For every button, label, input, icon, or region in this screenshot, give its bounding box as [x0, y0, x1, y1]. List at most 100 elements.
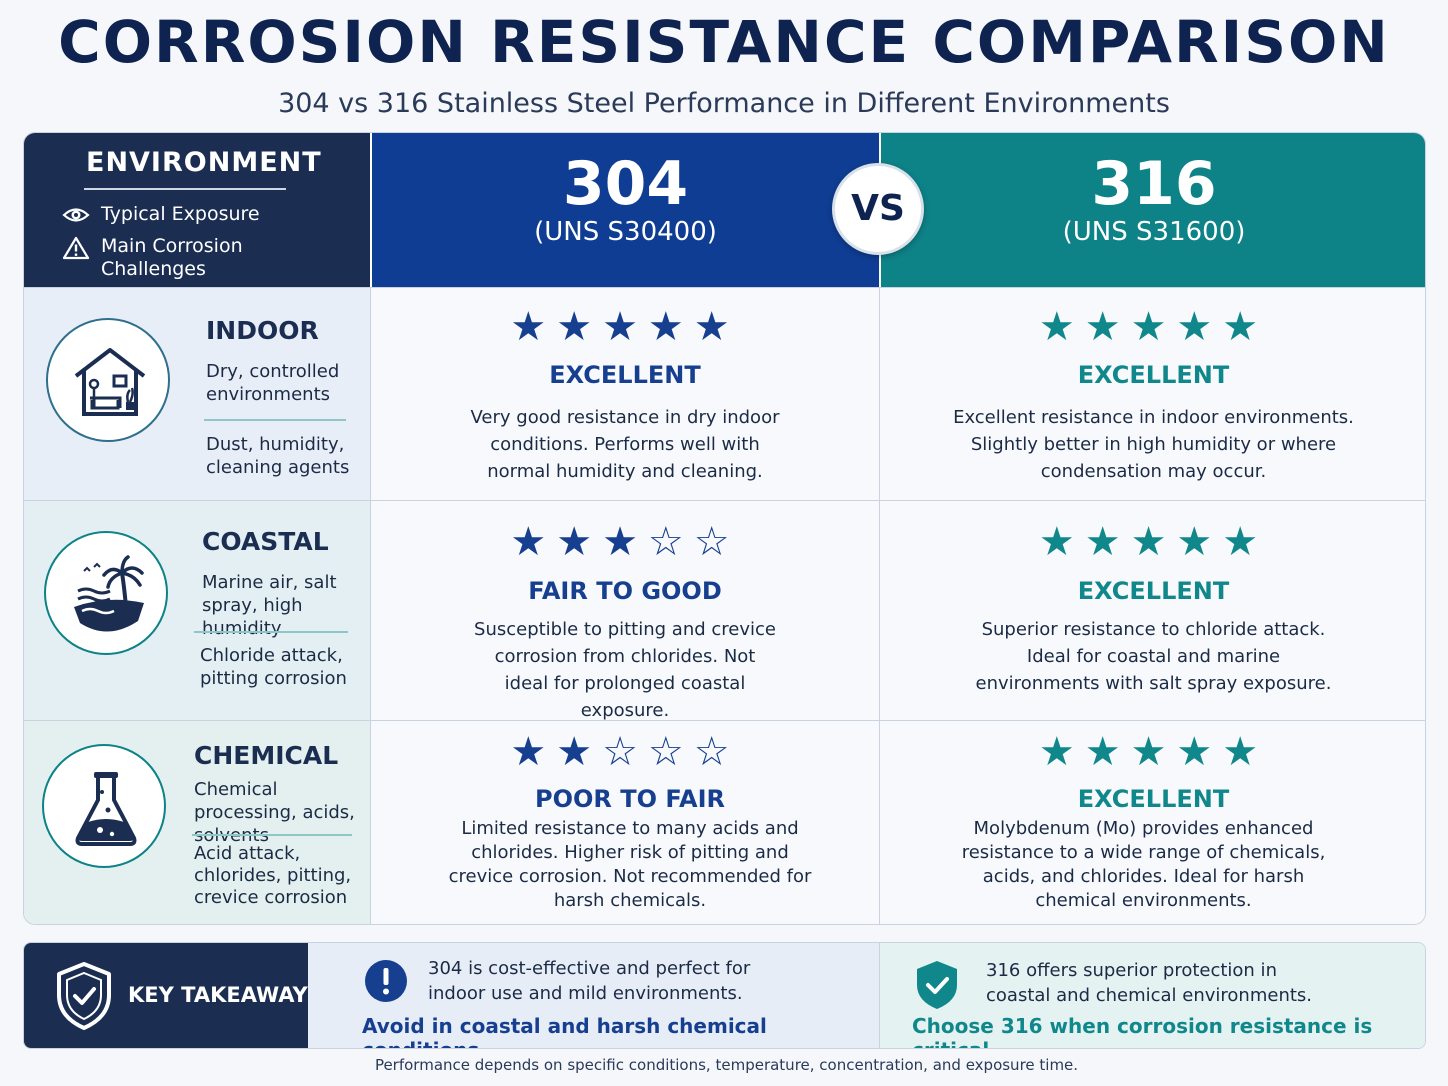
environment-title: ENVIRONMENT: [86, 147, 322, 178]
rating-description: Very good resistance in dry indoor condi…: [470, 407, 780, 482]
star-filled-icon: ★: [1130, 729, 1177, 775]
takeaway-label: KEY TAKEAWAY: [128, 983, 308, 1007]
env-name-indoor: INDOOR: [206, 316, 319, 345]
warning-icon: [62, 236, 90, 260]
star-filled-icon: ★: [510, 519, 557, 565]
star-filled-icon: ★: [1038, 304, 1085, 350]
info-exclamation-icon: [364, 959, 408, 1003]
cell-316-coastal: ★★★★★ EXCELLENT Superior resistance to c…: [879, 501, 1425, 720]
rating-description: Molybdenum (Mo) provides enhanced resist…: [961, 818, 1326, 911]
star-filled-icon: ★: [556, 519, 603, 565]
star-filled-icon: ★: [1130, 304, 1177, 350]
rating-stars: ★★☆☆☆: [371, 729, 879, 775]
rating-label: EXCELLENT: [1077, 577, 1230, 605]
env-exposure-indoor: Dry, controlled environments: [206, 361, 340, 405]
shield-check-icon: [54, 961, 114, 1031]
star-empty-icon: ☆: [647, 729, 694, 775]
star-filled-icon: ★: [1038, 519, 1085, 565]
rating-label: POOR TO FAIR: [535, 785, 725, 813]
star-filled-icon: ★: [1222, 519, 1269, 565]
takeaway-316-text: 316 offers superior protection in coasta…: [986, 960, 1313, 1006]
rating-stars: ★★★☆☆: [371, 519, 879, 565]
star-filled-icon: ★: [1222, 304, 1269, 350]
env-challenges-indoor: Dust, humidity, cleaning agents: [206, 434, 350, 478]
rating-label: EXCELLENT: [549, 361, 701, 389]
grade-304-header: 304 (UNS S30400): [370, 133, 879, 287]
env-name-coastal: COASTAL: [202, 527, 329, 556]
env-name-chemical: CHEMICAL: [194, 741, 339, 770]
rating-label: EXCELLENT: [1077, 361, 1230, 389]
star-filled-icon: ★: [1176, 729, 1223, 775]
takeaway-304-bold: Avoid in coastal and harsh chemical cond…: [362, 1014, 767, 1048]
star-empty-icon: ☆: [602, 729, 648, 775]
legend-label: Typical Exposure: [101, 203, 260, 225]
rating-description: Susceptible to pitting and crevice corro…: [474, 619, 776, 721]
env-cell-chemical: CHEMICAL Chemical processing, acids, sol…: [24, 721, 370, 924]
takeaway-304-cell: 304 is cost-effective and perfect for in…: [308, 943, 879, 1048]
takeaway-304-text: 304 is cost-effective and perfect for in…: [428, 958, 751, 1004]
takeaway-316-cell: 316 offers superior protection in coasta…: [879, 943, 1425, 1048]
env-exposure-coastal: Marine air, salt spray, high humidity: [202, 572, 337, 639]
comparison-table: ENVIRONMENT Typical Exposure Main Corros…: [23, 132, 1426, 925]
environment-divider: [84, 188, 286, 190]
env-cell-coastal: COASTAL Marine air, salt spray, high hum…: [24, 501, 370, 720]
star-filled-icon: ★: [510, 729, 557, 775]
grade-316-header: 316 (UNS S31600): [879, 133, 1425, 287]
palm-beach-icon: [44, 531, 168, 655]
env-exposure-chemical: Chemical processing, acids, solvents: [194, 779, 355, 846]
environment-header: ENVIRONMENT Typical Exposure Main Corros…: [24, 133, 370, 287]
env-challenges-coastal: Chloride attack, pitting corrosion: [200, 645, 347, 689]
rating-stars: ★★★★★: [880, 304, 1425, 350]
rating-description: Superior resistance to chloride attack. …: [975, 619, 1332, 694]
grade-316-uns: (UNS S31600): [1062, 217, 1246, 247]
row-chemical: CHEMICAL Chemical processing, acids, sol…: [24, 720, 1425, 924]
env-divider: [192, 834, 352, 836]
star-empty-icon: ☆: [693, 519, 740, 565]
shield-check-icon: [914, 959, 960, 1011]
row-coastal: COASTAL Marine air, salt spray, high hum…: [24, 500, 1425, 721]
grade-316-number: 316: [1091, 149, 1217, 219]
key-takeaway-panel: KEY TAKEAWAY 304 is cost-effective and p…: [23, 942, 1426, 1049]
star-filled-icon: ★: [1130, 519, 1177, 565]
legend-label: Main Corrosion Challenges: [101, 235, 243, 280]
star-empty-icon: ☆: [693, 729, 740, 775]
footnote: Performance depends on specific conditio…: [374, 1056, 1079, 1074]
star-filled-icon: ★: [1084, 304, 1131, 350]
star-filled-icon: ★: [1038, 729, 1085, 775]
star-filled-icon: ★: [556, 304, 603, 350]
star-empty-icon: ☆: [647, 519, 694, 565]
star-filled-icon: ★: [1084, 729, 1131, 775]
rating-label: FAIR TO GOOD: [528, 577, 722, 605]
grade-304-number: 304: [562, 149, 689, 219]
rating-stars: ★★★★★: [880, 729, 1425, 775]
cell-316-indoor: ★★★★★ EXCELLENT Excellent resistance in …: [879, 288, 1425, 500]
star-filled-icon: ★: [647, 304, 694, 350]
cell-304-coastal: ★★★☆☆ FAIR TO GOOD Susceptible to pittin…: [370, 501, 879, 721]
rating-stars: ★★★★★: [880, 519, 1425, 565]
star-filled-icon: ★: [1084, 519, 1131, 565]
vs-badge: VS: [832, 163, 924, 255]
cell-316-chemical: ★★★★★ EXCELLENT Molybdenum (Mo) provides…: [879, 721, 1425, 924]
grade-304-uns: (UNS S30400): [534, 217, 717, 247]
star-filled-icon: ★: [602, 304, 648, 350]
star-filled-icon: ★: [510, 304, 557, 350]
page-title: CORROSION RESISTANCE COMPARISON: [58, 8, 1390, 76]
rating-description: Excellent resistance in indoor environme…: [953, 407, 1354, 482]
rating-label: EXCELLENT: [1077, 785, 1230, 813]
flask-icon: [42, 744, 166, 868]
env-divider: [204, 419, 346, 421]
takeaway-316-bold: Choose 316 when corrosion resistance is …: [912, 1014, 1373, 1048]
cell-304-chemical: ★★☆☆☆ POOR TO FAIR Limited resistance to…: [370, 721, 879, 924]
rating-stars: ★★★★★: [371, 304, 879, 350]
star-filled-icon: ★: [1222, 729, 1269, 775]
cell-304-indoor: ★★★★★ EXCELLENT Very good resistance in …: [370, 288, 879, 500]
env-challenges-chemical: Acid attack, chlorides, pitting, crevice…: [194, 843, 352, 908]
star-filled-icon: ★: [556, 729, 603, 775]
env-divider: [194, 631, 348, 633]
star-filled-icon: ★: [693, 304, 740, 350]
star-filled-icon: ★: [1176, 304, 1223, 350]
star-filled-icon: ★: [1176, 519, 1223, 565]
star-filled-icon: ★: [602, 519, 648, 565]
house-icon: [46, 318, 170, 442]
eye-icon: [62, 204, 90, 226]
